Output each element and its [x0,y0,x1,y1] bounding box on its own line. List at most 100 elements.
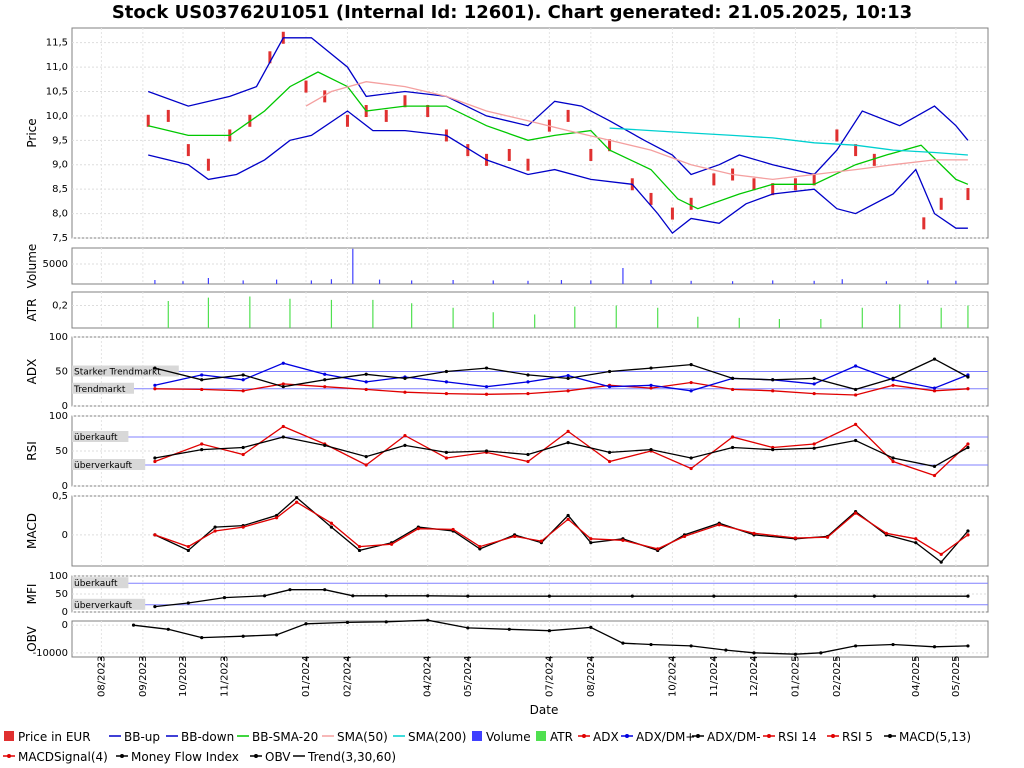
legend-marker [696,734,700,738]
series-point [526,373,530,377]
series-point [304,622,308,626]
series-point [717,523,721,527]
series-point [357,544,362,549]
series-line-price-5 [609,127,968,156]
legend-item: ADX/DM+ [621,730,695,744]
y-axis-label-atr: ATR [25,299,39,322]
series-point [389,542,394,546]
series-point [274,516,279,520]
y-tick-label: 0 [62,530,68,541]
series-point [281,361,285,365]
panel-volume: 5000 Volume [25,244,989,289]
series-point [793,652,798,656]
series-point [812,446,816,450]
series-point [262,594,267,598]
series-point [281,435,285,439]
series-point [153,605,157,609]
series-point [426,594,430,598]
series-point [484,385,489,389]
price-candle [752,178,756,191]
y-tick-label: 0 [62,481,68,492]
legend-item: Money Flow Index [116,750,239,764]
panel-frame-obv [71,620,989,658]
series-point [444,456,449,460]
series-point [241,445,245,450]
price-candle [589,148,593,161]
series-point [689,456,693,460]
legend: Price in EUR BB-up BB-down BB-SMA-20 SMA(50)… [3,730,971,764]
panel-frame-volume [71,247,989,285]
y-tick-label: 0 [62,607,68,618]
y-tick-label: 9,0 [52,160,68,171]
series-point [689,644,693,648]
series-point [444,391,449,396]
series-point [186,544,190,549]
series-point [547,594,551,598]
x-tick-label: 11/2024 [709,655,720,697]
series-point [241,452,245,457]
zone-label-bg [72,598,146,610]
series-point [566,374,570,378]
chart-title: Stock US03762U1051 (Internal Id: 12601).… [112,2,912,23]
series-line-price-1 [147,37,969,176]
price-candle [323,90,327,103]
series-point [872,594,876,598]
zone-label-bg [72,577,129,589]
legend-marker [7,754,11,758]
series-point [323,385,327,389]
series-point [854,393,858,397]
y-tick-label: 0,2 [52,301,68,312]
price-candle [426,105,430,118]
series-point [932,473,937,478]
series-point [752,651,756,655]
series-point [793,536,798,540]
legend-label: RSI 14 [778,730,817,744]
series-point [589,625,593,629]
legend-label: ATR [550,730,573,744]
series-line-price-4 [305,81,968,181]
series-point [403,443,407,447]
y-tick-label: 10,0 [46,111,68,122]
series-line-macd-0 [154,496,969,563]
y-tick-label: 8,0 [52,209,68,220]
price-candle [966,188,970,201]
legend-item: RSI 14 [763,730,817,744]
series-point [966,387,970,391]
legend-item: ATR [536,730,573,744]
series-point [932,386,937,390]
y-tick-label: 8,5 [52,184,68,195]
series-point [466,626,470,630]
x-tick-label: 02/2025 [832,655,843,697]
series-point [384,594,388,598]
series-point [649,366,653,370]
series-point [966,375,970,379]
series-point [566,429,570,433]
series-point [329,521,334,525]
legend-label: BB-down [181,730,234,744]
series-point [724,648,728,652]
series-point [526,452,530,457]
series-point [484,449,489,453]
legend-marker [888,734,892,738]
series-point [323,378,327,382]
legend-item: BB-up [109,730,160,744]
series-point [416,527,420,531]
series-point [884,531,888,535]
series-point [484,392,489,396]
price-candle [507,148,511,161]
y-axis-label-volume: Volume [25,244,39,289]
series-point [932,389,937,393]
series-point [607,459,612,464]
series-point [351,594,355,598]
series-point [295,495,299,500]
series-point [891,459,895,464]
series-point [812,391,816,396]
x-tick-label: 05/2024 [463,655,474,697]
x-tick-label: 11/2023 [219,655,230,697]
zone-label: überverkauft [74,461,133,471]
y-tick-label: 100 [49,411,68,422]
series-point [478,547,482,551]
legend-swatch [472,731,482,741]
legend-swatch [4,731,14,741]
series-point [241,373,245,377]
